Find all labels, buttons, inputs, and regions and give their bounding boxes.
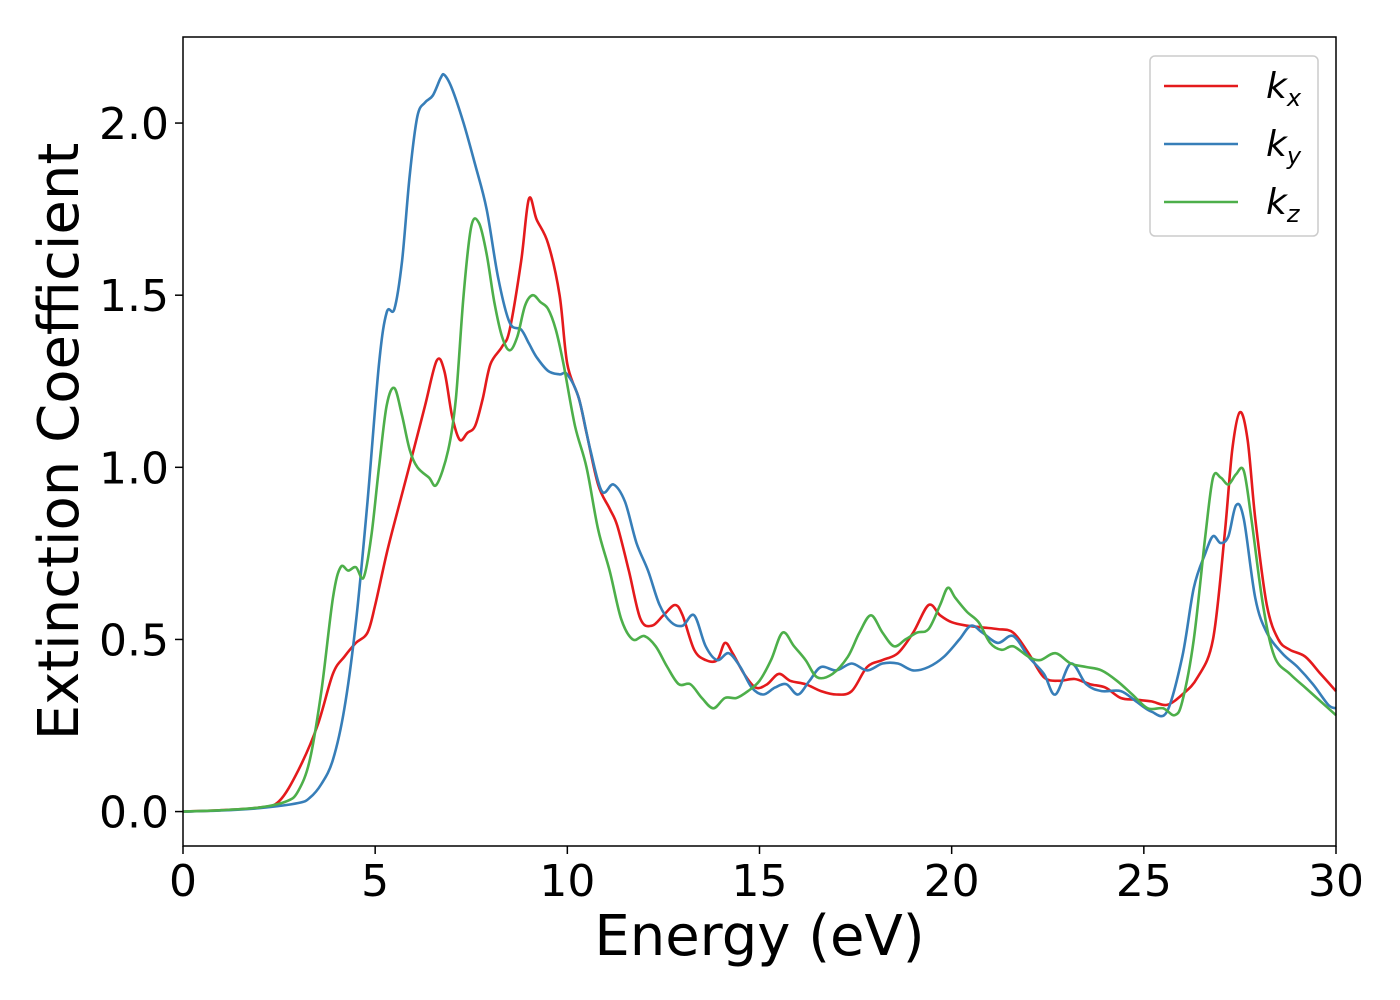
legend-label-kz: kz	[1266, 182, 1301, 228]
legend-box	[1149, 55, 1319, 237]
x-tick-label: 5	[361, 856, 389, 907]
x-tick-label: 25	[1116, 856, 1172, 907]
y-tick-label: 1.5	[99, 271, 169, 322]
series-line-kx	[182, 196, 1337, 813]
legend-label-ky: ky	[1266, 124, 1302, 170]
y-tick-label: 0.5	[99, 615, 169, 666]
x-tick-label: 15	[732, 856, 788, 907]
legend: kx ky kz	[1149, 55, 1319, 237]
x-tick-label: 20	[924, 856, 980, 907]
y-tick-label: 0.0	[99, 788, 169, 839]
legend-label-kx: kx	[1266, 66, 1302, 112]
y-tick-label: 1.0	[99, 443, 169, 494]
y-axis: 0.0 0.5 1.0 1.5 2.0	[99, 99, 183, 839]
series-line-ky	[182, 72, 1337, 813]
x-axis-title: Energy (eV)	[594, 904, 924, 969]
y-axis-title: Extinction Coefficient	[27, 143, 92, 741]
x-axis: 0 5 10 15 20 25 30	[169, 846, 1364, 907]
x-tick-label: 30	[1308, 856, 1364, 907]
y-tick-label: 2.0	[99, 99, 169, 150]
series-line-kz	[182, 217, 1337, 813]
x-tick-label: 10	[539, 856, 595, 907]
series-layer	[182, 72, 1337, 813]
x-tick-label: 0	[169, 856, 197, 907]
